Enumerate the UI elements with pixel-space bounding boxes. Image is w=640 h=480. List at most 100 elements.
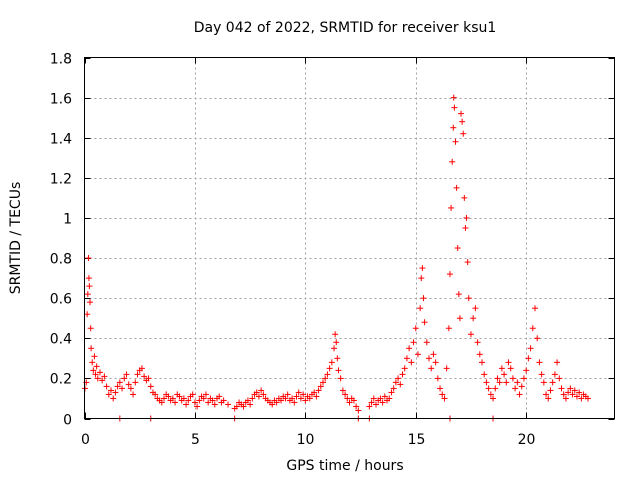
data-point [571,387,578,394]
data-point [507,365,514,372]
data-point [342,391,349,398]
data-point [335,367,342,374]
data-point [454,245,461,252]
data-point [114,383,121,390]
data-point [392,379,399,386]
data-point [84,291,91,298]
data-point [428,365,435,372]
data-point [297,395,304,402]
data-point [121,375,128,382]
data-point [138,365,145,372]
data-point [247,401,254,408]
x-tick-label: 15 [408,432,426,448]
data-point [525,355,532,362]
data-point [443,365,450,372]
data-point [125,381,132,388]
data-point [479,359,485,366]
data-point [93,363,100,370]
y-tick-label: 1.6 [50,92,72,108]
data-point [306,395,313,402]
data-point [152,391,159,398]
data-point [315,387,322,394]
data-point [379,399,386,406]
data-point [441,395,448,402]
data-point [255,393,262,400]
x-axis-label: GPS time / hours [286,458,403,474]
chart-title: Day 042 of 2022, SRMTID for receiver ksu… [194,20,497,36]
data-point [249,395,256,402]
data-point [481,371,488,378]
data-point [96,369,103,376]
data-point [216,393,223,400]
data-point [397,381,404,388]
data-point [324,371,331,378]
data-point [449,158,456,165]
x-tick-label: 20 [518,432,536,448]
data-point [558,385,565,392]
data-point [101,373,108,380]
data-point [412,325,419,332]
data-point [258,387,265,394]
data-point [322,375,329,382]
data-point [450,124,457,131]
data-point [386,395,393,402]
data-point [388,389,395,396]
data-point [455,291,462,298]
data-point [172,399,179,406]
data-point [295,389,302,396]
data-point [439,391,446,398]
data-point [562,395,569,402]
data-point [547,387,554,394]
data-point [408,359,415,366]
data-point [430,351,437,358]
data-point [119,385,126,392]
data-point [456,315,463,322]
data-point [116,379,123,386]
data-point [496,379,503,386]
data-point [209,397,216,404]
data-point [253,389,260,396]
data-point [509,375,516,382]
x-tick-labels: 0 5 10 15 20 [81,432,535,448]
data-point [505,359,512,366]
data-point [536,359,543,366]
data-point [337,375,344,382]
data-point [421,319,428,326]
data-point [419,265,426,272]
data-point [353,403,360,410]
grid [84,57,615,419]
data-point [426,355,432,362]
data-point [399,371,406,378]
data-point [293,393,300,400]
data-point [585,395,591,402]
data-point [540,379,547,386]
data-point [278,397,285,404]
data-point [459,118,466,125]
data-point [463,214,470,221]
data-point [196,397,203,404]
y-axis-label: SRMTID / TECUs [8,182,24,295]
data-point [291,399,298,406]
data-point [487,391,494,398]
data-point [90,367,97,374]
data-point [334,355,341,362]
data-point [523,367,530,374]
data-point [501,371,508,378]
data-point [233,403,240,410]
data-point [532,305,538,312]
data-point [87,299,94,306]
y-tick-label: 1 [63,212,72,228]
data-point [492,385,499,392]
y-tick-label: 0.6 [50,292,72,308]
data-point [410,339,417,346]
x-tick-label: 5 [191,432,200,448]
data-point [183,401,190,408]
data-point [355,407,362,414]
data-point [518,383,525,390]
data-point [320,379,326,386]
y-tick-label: 0 [63,413,72,429]
data-point [141,373,148,380]
data-point [86,283,93,290]
y-tick-label: 0.8 [50,252,72,268]
data-point [461,194,468,201]
